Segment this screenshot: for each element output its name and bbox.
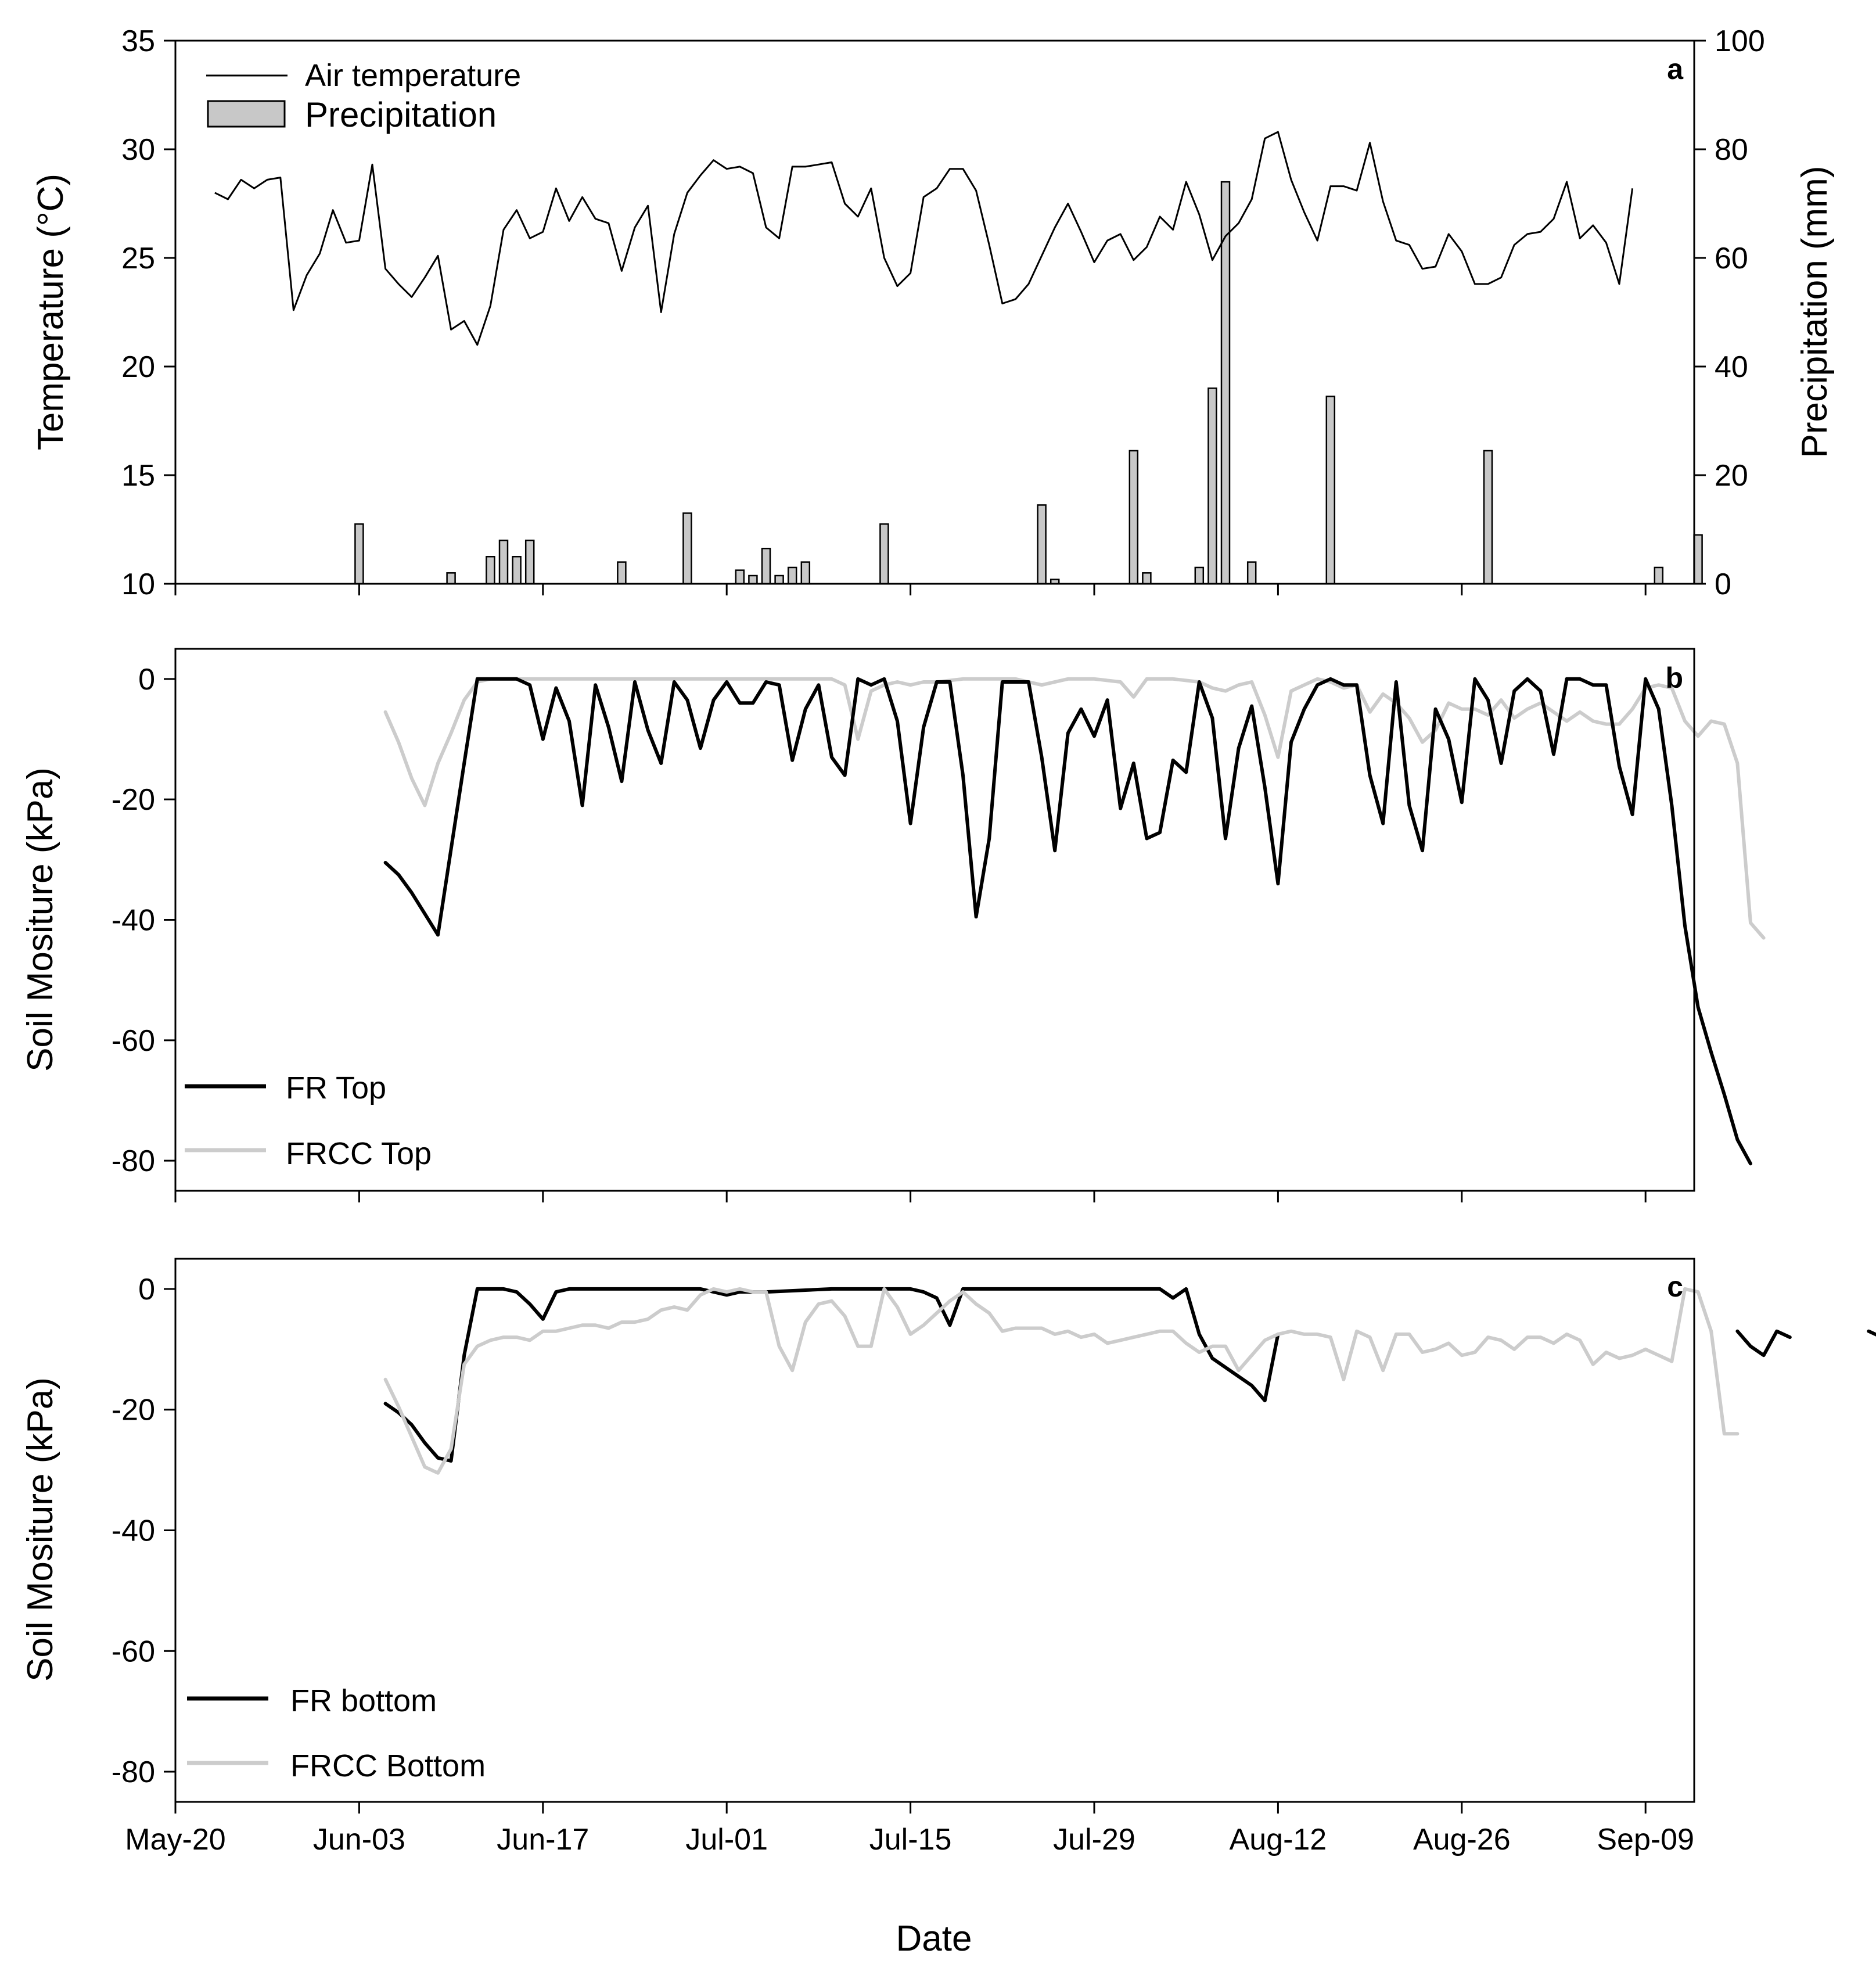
- precipitation-bar: [512, 556, 522, 585]
- x-tick-label: Jul-01: [685, 1823, 768, 1857]
- x-tick-label: Aug-12: [1230, 1823, 1327, 1857]
- panel-letter-c: c: [1667, 1270, 1683, 1303]
- panel-letter-a: a: [1667, 53, 1684, 85]
- legend-label-frcc-bottom: FRCC Bottom: [290, 1748, 486, 1783]
- precipitation-bar: [735, 569, 745, 585]
- precipitation-bar: [1194, 566, 1205, 585]
- y-tick-label: -40: [112, 904, 155, 938]
- x-tick-label: Jun-03: [313, 1823, 405, 1857]
- fr-bottom-line: [1735, 1329, 1792, 1358]
- panel-a: 10 15 20 25 30 35 0 20 40 60 80 100 Temperature (°…: [31, 24, 1835, 601]
- precipitation-bar: [761, 547, 771, 585]
- precipitation-bar: [748, 574, 758, 585]
- precipitation-bar: [879, 523, 889, 585]
- y-axis-right-a: 0 20 40 60 80 100: [1694, 24, 1765, 601]
- y-tick-label: 30: [121, 133, 155, 167]
- precipitation-bars: [354, 181, 1703, 585]
- x-axis-b: [174, 1191, 1647, 1202]
- x-tick-label: Aug-26: [1413, 1823, 1511, 1857]
- y-axis-title-a: Temperature (°C): [31, 174, 71, 450]
- legend-label-fr-bottom: FR bottom: [290, 1683, 437, 1718]
- x-tick-label: Sep-09: [1597, 1823, 1694, 1857]
- y-tick-label: 40: [1715, 350, 1748, 384]
- legend-label-air-temperature: Air temperature: [305, 58, 521, 93]
- precipitation-bar: [1246, 561, 1257, 585]
- y-axis-b: -80 -60 -40 -20 0: [112, 663, 175, 1178]
- precipitation-bar: [354, 523, 364, 585]
- y-tick-label: 0: [138, 663, 155, 696]
- frcc-top-line: [383, 677, 1766, 940]
- air-temperature-lines: [214, 131, 1634, 346]
- x-tick-label: Jul-29: [1053, 1823, 1135, 1857]
- plot-frame-a: [174, 40, 1695, 585]
- y-tick-label: 100: [1715, 24, 1765, 58]
- precipitation-bar: [682, 512, 692, 585]
- precipitation-bar: [1142, 572, 1152, 585]
- precipitation-bar: [524, 539, 535, 585]
- y-tick-label: 10: [121, 568, 155, 601]
- precipitation-bar: [1654, 566, 1664, 585]
- x-axis-a: [174, 584, 1647, 595]
- precipitation-bar: [787, 566, 797, 585]
- y-tick-label: -60: [112, 1024, 155, 1058]
- precipitation-bar: [774, 574, 784, 585]
- precipitation-bar: [1037, 504, 1047, 585]
- panel-b: -80 -60 -40 -20 0 Soil Mositure (kPa) b FR T…: [20, 648, 1766, 1202]
- panel-letter-b: b: [1665, 662, 1683, 694]
- y-tick-label: 0: [1715, 568, 1731, 601]
- legend-label-precipitation: Precipitation: [305, 95, 497, 134]
- y-tick-label: -20: [112, 1394, 155, 1427]
- legend-swatch-precipitation: [207, 100, 286, 128]
- precipitation-bar: [1693, 534, 1703, 585]
- y-tick-label: 0: [138, 1273, 155, 1306]
- legend-a: Air temperature Precipitation: [206, 58, 521, 134]
- precipitation-bar: [617, 561, 627, 585]
- precipitation-bar: [1207, 387, 1217, 585]
- precipitation-bar: [1483, 450, 1493, 585]
- legend-b: FR Top FRCC Top: [185, 1071, 432, 1171]
- precipitation-bar: [486, 556, 495, 585]
- x-tick-label: Jul-15: [869, 1823, 952, 1857]
- precipitation-bar: [1325, 396, 1336, 585]
- y2-axis-title-a: Precipitation (mm): [1795, 166, 1835, 458]
- y-axis-left-a: 10 15 20 25 30 35: [121, 24, 175, 601]
- precipitation-bar: [1129, 450, 1139, 585]
- y-axis-title-b: Soil Mositure (kPa): [20, 767, 60, 1072]
- soil-moisture-bottom-lines: [383, 1287, 1876, 1475]
- x-tick-label: May-20: [125, 1823, 225, 1857]
- y-tick-label: 35: [121, 24, 155, 58]
- y-tick-label: -80: [112, 1755, 155, 1789]
- y-axis-title-c: Soil Mositure (kPa): [20, 1377, 60, 1682]
- y-tick-label: -40: [112, 1514, 155, 1548]
- frcc-bottom-line: [383, 1287, 1740, 1475]
- x-tick-label: Jun-17: [497, 1823, 589, 1857]
- legend-c: FR bottom FRCC Bottom: [187, 1683, 486, 1783]
- y-tick-label: -80: [112, 1144, 155, 1178]
- precipitation-bar: [498, 539, 509, 585]
- y-tick-label: 25: [121, 242, 155, 275]
- y-tick-label: 15: [121, 459, 155, 493]
- y-tick-label: 20: [1715, 459, 1748, 493]
- y-tick-label: -60: [112, 1635, 155, 1668]
- y-tick-label: 60: [1715, 242, 1748, 275]
- y-tick-label: 80: [1715, 133, 1748, 167]
- fr-top-line: [383, 677, 1752, 1166]
- panel-c: -80 -60 -40 -20 0 May-20 Jun-03 Jun-17 Jul-01 Ju…: [20, 1258, 1876, 1857]
- legend-label-frcc-top: FRCC Top: [286, 1136, 432, 1171]
- y-tick-label: 20: [121, 350, 155, 384]
- x-axis-c: May-20 Jun-03 Jun-17 Jul-01 Jul-15 Jul-29 Aug-…: [125, 1802, 1694, 1857]
- y-tick-label: -20: [112, 783, 155, 817]
- soil-moisture-top-lines: [383, 677, 1766, 1166]
- precipitation-bar: [800, 561, 811, 585]
- precipitation-bar: [446, 572, 456, 585]
- y-axis-c: -80 -60 -40 -20 0: [112, 1273, 175, 1789]
- air-temperature-line: [214, 131, 1634, 346]
- legend-label-fr-top: FR Top: [286, 1071, 386, 1105]
- x-axis-title: Date: [896, 1919, 972, 1959]
